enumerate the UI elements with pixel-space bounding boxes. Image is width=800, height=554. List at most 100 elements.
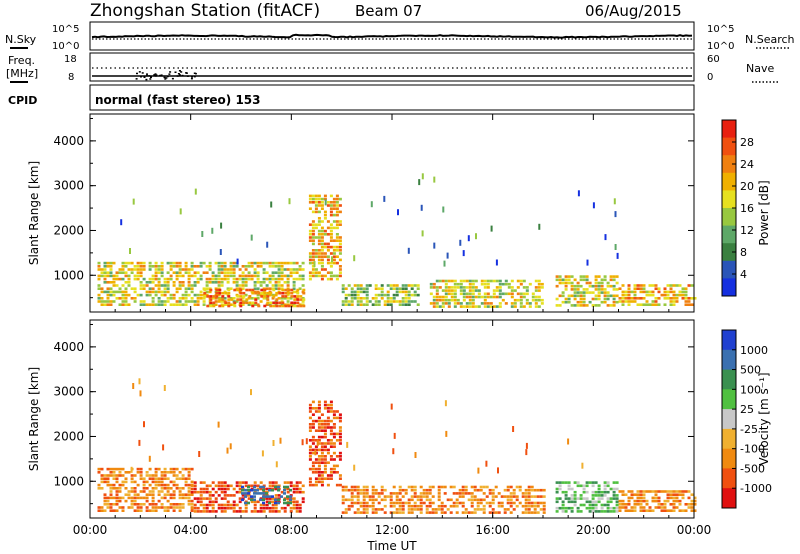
echo-cell — [244, 495, 247, 498]
echo-cell — [127, 268, 131, 271]
echo-cell — [480, 295, 484, 299]
echo-cell — [317, 252, 321, 255]
echo-cell — [459, 279, 463, 283]
echo-cell — [512, 492, 516, 495]
nave-point — [180, 71, 183, 73]
echo-cell — [169, 297, 173, 300]
nave-point — [186, 75, 189, 77]
echo-cell — [329, 207, 333, 210]
echo-cell — [461, 511, 465, 514]
echo-cell — [220, 268, 224, 271]
echo-cell — [377, 300, 381, 303]
echo-cell — [311, 461, 315, 464]
echo-cell — [377, 508, 381, 511]
echo-cell — [380, 293, 384, 297]
echo-cell — [672, 509, 676, 512]
echo-cell — [392, 297, 396, 300]
echo-cell — [295, 500, 299, 504]
echo-cell — [374, 300, 378, 303]
echo-cell — [308, 271, 312, 274]
nave-point — [164, 78, 167, 80]
echo-cell — [471, 279, 475, 283]
echo-cell — [145, 487, 149, 490]
echo-cell — [190, 287, 194, 290]
echo-cell — [235, 265, 239, 268]
echo-cell — [317, 194, 321, 198]
echo-cell — [194, 188, 197, 195]
echo-cell — [311, 265, 315, 268]
echo-cell — [311, 261, 315, 265]
echo-cell — [657, 506, 661, 509]
echo-cell — [491, 495, 495, 498]
echo-cell — [199, 503, 203, 507]
echo-cell — [329, 426, 333, 429]
echo-cell — [162, 444, 165, 451]
colorbar-tick-label: 16 — [740, 202, 754, 215]
echo-cell — [244, 293, 248, 297]
echo-cell — [163, 303, 167, 306]
echo-cell — [289, 498, 292, 502]
echo-cell — [226, 500, 230, 504]
echo-cell — [476, 508, 480, 511]
echo-cell — [421, 230, 424, 237]
freq-traces — [92, 67, 692, 81]
echo-cell — [248, 301, 252, 305]
echo-cell — [567, 278, 571, 282]
echo-cell — [326, 423, 330, 426]
echo-cell — [299, 298, 303, 301]
echo-cell — [292, 500, 296, 504]
echo-cell — [106, 261, 110, 265]
echo-cell — [133, 490, 137, 493]
echo-cell — [311, 442, 315, 445]
echo-cell — [229, 506, 233, 510]
echo-cell — [380, 290, 384, 294]
echo-cell — [320, 258, 324, 262]
echo-cell — [166, 509, 170, 512]
echo-cell — [564, 506, 568, 510]
echo-cell — [594, 294, 598, 298]
echo-cell — [190, 509, 194, 512]
echo-cell — [172, 496, 176, 500]
echo-cell — [465, 305, 469, 308]
echo-cell — [314, 223, 318, 226]
echo-cell — [253, 271, 257, 274]
echo-cell — [277, 488, 280, 492]
echo-cell — [491, 498, 495, 502]
echo-cell — [247, 274, 251, 278]
echo-cell — [329, 265, 333, 268]
echo-cell — [190, 284, 194, 287]
echo-cell — [669, 284, 673, 287]
echo-cell — [317, 236, 321, 239]
echo-cell — [118, 467, 122, 471]
echo-cell — [573, 503, 577, 507]
echo-cell — [597, 284, 601, 288]
echo-cell — [106, 503, 110, 506]
echo-cell — [419, 511, 423, 514]
echo-cell — [242, 301, 246, 305]
echo-cell — [121, 300, 125, 303]
echo-cell — [148, 281, 152, 284]
echo-cell — [539, 495, 543, 498]
echo-cell — [118, 471, 122, 474]
echo-cell — [244, 284, 248, 287]
echo-cell — [121, 271, 125, 274]
echo-cell — [672, 290, 676, 294]
velocity-axes: 00:00 04:00 08:00 12:00 16:00 20:00 00:0010002… — [53, 320, 711, 537]
echo-cell — [519, 302, 523, 305]
echo-cell — [157, 506, 161, 509]
echo-cell — [323, 400, 327, 404]
echo-cell — [570, 304, 574, 307]
echo-cell — [253, 506, 257, 510]
echo-cell — [199, 487, 203, 491]
echo-cell — [657, 499, 661, 503]
echo-cell — [97, 297, 101, 300]
echo-cell — [205, 497, 209, 500]
echo-cell — [657, 297, 661, 300]
echo-cell — [169, 480, 173, 484]
echo-cell — [274, 506, 278, 510]
echo-cell — [262, 503, 266, 507]
echo-cell — [184, 493, 188, 496]
echo-cell — [482, 498, 486, 502]
echo-cell — [133, 499, 137, 503]
echo-cell — [332, 274, 336, 278]
